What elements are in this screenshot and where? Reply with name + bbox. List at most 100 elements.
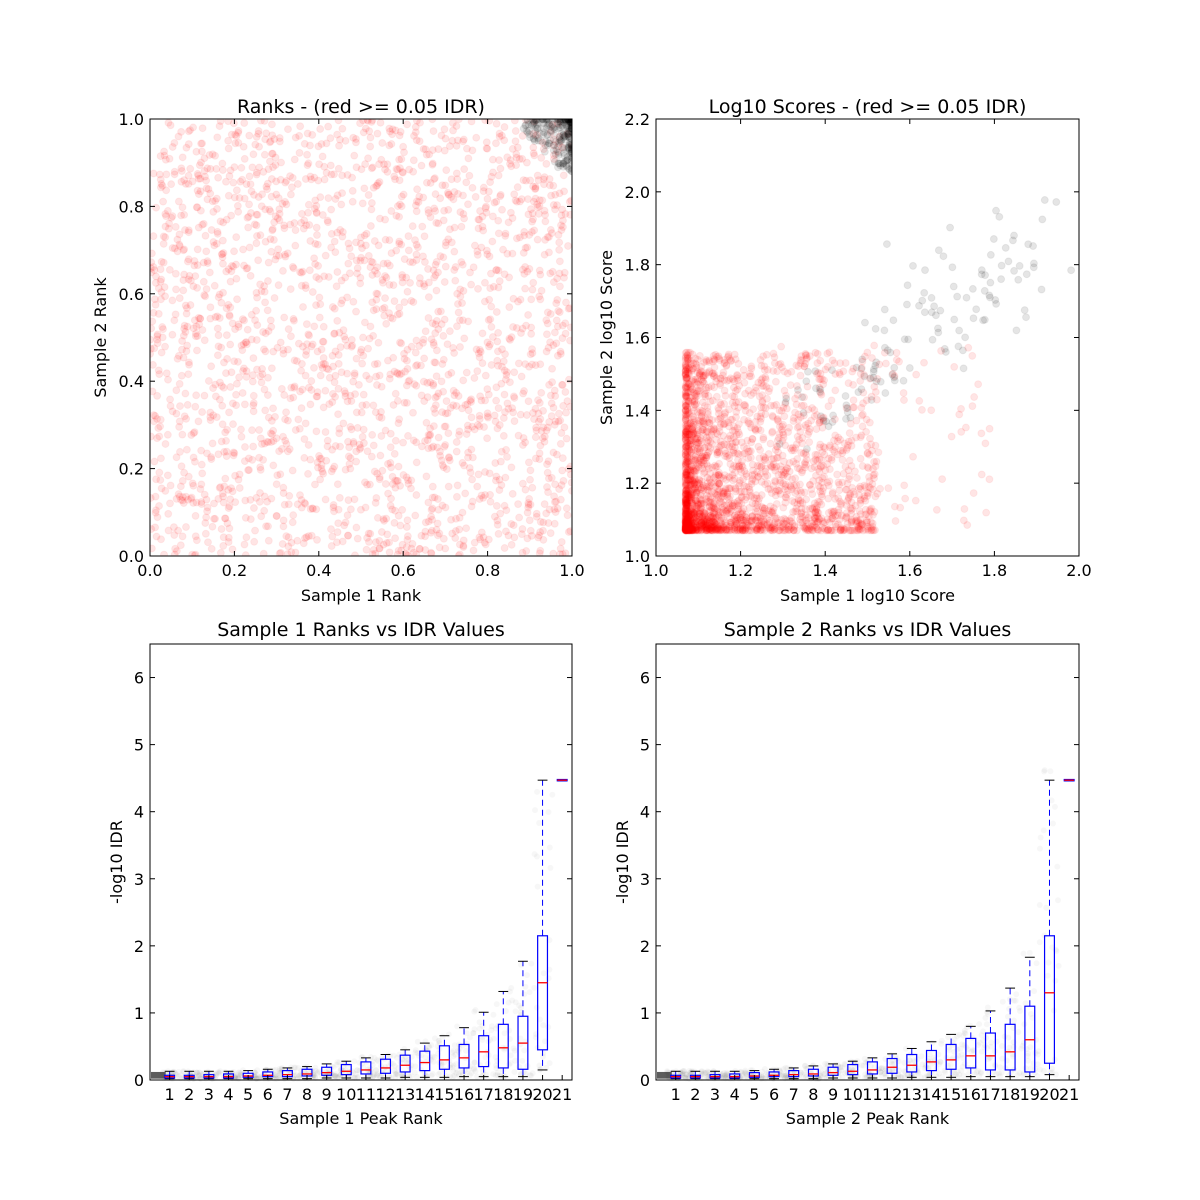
scatter-point [267,364,276,373]
scatter-point [890,376,899,385]
scatter-point [459,137,468,146]
scatter-point [175,492,184,501]
scatter-point [372,381,381,390]
scatter-point [151,506,160,515]
scatter-point [541,210,550,219]
scatter-point [481,204,490,213]
scatter-point [359,351,368,360]
scatter-point [522,547,531,556]
scatter-point [478,359,487,368]
scatter-point [497,362,506,371]
scatter-point [397,369,406,378]
scatter-point [330,304,339,313]
scatter-point [451,514,460,523]
scatter-point [232,260,241,269]
scatter-point [352,457,361,466]
scatter-point [183,341,192,350]
scatter-point [386,501,395,510]
scatter-point [296,268,305,277]
scatter-point [217,525,226,534]
scatter-point [270,218,279,227]
scatter-point [461,489,470,498]
scatter-point [439,387,448,396]
scatter-point [294,339,303,348]
scatter-point [459,135,468,144]
scatter-point [306,455,315,464]
scatter-point [308,288,317,297]
scatter-point [950,362,959,371]
scatter-point [189,453,198,462]
scatter-point [265,205,274,214]
scatter-point [825,348,834,357]
scatter-point [392,165,401,174]
scatter-point [286,394,295,403]
scatter-point [542,483,551,492]
scatter-point [152,475,161,484]
scatter-point [527,227,536,236]
scatter-point [213,351,222,360]
scatter-point [305,331,314,340]
scatter-point [365,127,374,136]
scatter-point [418,222,427,231]
scatter-point [253,293,262,302]
scatter-point [382,514,391,523]
scatter-point [534,409,543,418]
scatter-point [438,181,447,190]
scatter-point [214,331,223,340]
scatter-point [399,142,408,151]
scatter-point [768,427,777,436]
scatter-point [272,190,281,199]
scatter-point [483,434,492,443]
scatter-point [234,128,243,137]
scatter-point [559,401,568,410]
scatter-point [380,303,389,312]
scatter-point [340,386,349,395]
scatter-point [411,236,420,245]
scatter-point [334,410,343,419]
scatter-point [414,198,423,207]
scatter-point [557,429,566,438]
scatter-point [404,246,413,255]
scatter-point [232,186,241,195]
scatter-point [350,151,359,160]
scatter-point [332,282,341,291]
scatter-point [904,335,913,344]
scatter-point [515,233,524,242]
scatter-point [172,409,181,418]
scatter-point [214,293,223,302]
scatter-point [218,250,227,259]
scatter-point [1015,261,1024,270]
scatter-point [534,136,543,145]
scatter-point [335,141,344,150]
scatter-point [501,473,510,482]
scatter-point [457,257,466,266]
scatter-point [899,376,908,385]
scatter-point [546,225,555,234]
scatter-point [256,465,265,474]
scatter-point [219,383,228,392]
scatter-point [968,402,977,411]
scatter-point [194,417,203,426]
scatter-point [426,178,435,187]
scatter-point [245,131,254,140]
scatter-point [425,150,434,159]
scatter-point [204,376,213,385]
scatter-point [484,413,493,422]
scatter-point [201,519,210,528]
scatter-point [297,503,306,512]
scatter-point [444,453,453,462]
scatter-point [395,239,404,248]
ranks-scatter-panel: 0.00.20.40.60.81.00.0 0.2 0.4 0.6 0.8 1.0 Ran… [91,96,585,605]
scatter-point [351,238,360,247]
scatter-point [412,119,421,125]
scatter-point [252,239,261,248]
scatter-point [420,282,429,291]
scatter-point [229,262,238,271]
scatter-point [441,409,450,418]
scatter-point [521,360,530,369]
scatter-point [153,391,162,400]
scatter-point [328,445,337,454]
scatter-point [375,536,384,545]
scatter-point [782,517,791,526]
scatter-point [796,486,805,495]
